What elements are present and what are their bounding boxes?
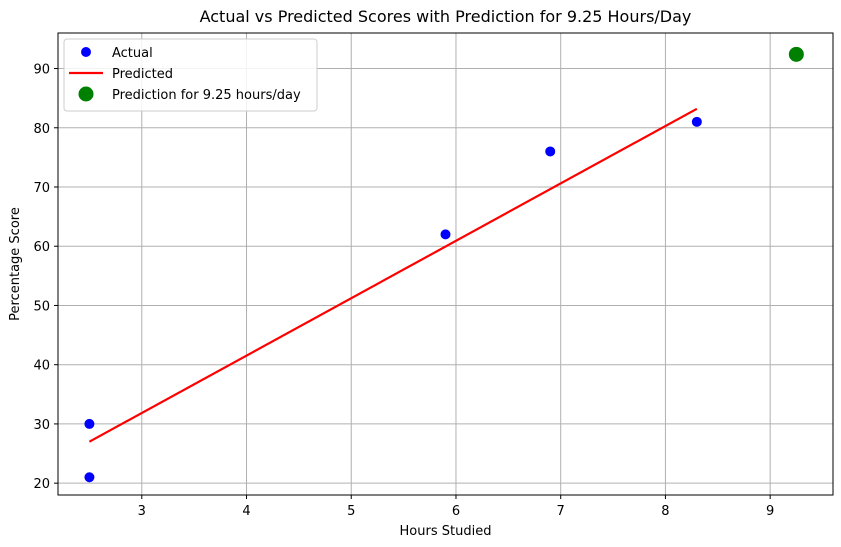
x-tick-label: 5	[347, 504, 355, 519]
x-tick-label: 7	[557, 504, 565, 519]
actual-point	[440, 229, 451, 240]
series-layer	[84, 46, 804, 483]
legend-actual-marker	[81, 47, 91, 57]
x-tick-label: 8	[661, 504, 669, 519]
y-tick-label: 40	[33, 359, 50, 374]
y-tick-label: 50	[33, 299, 50, 314]
x-tick-label: 6	[452, 504, 460, 519]
y-axis-label: Percentage Score	[8, 207, 23, 321]
legend-prediction-marker	[78, 86, 94, 102]
legend-box	[63, 38, 318, 112]
y-tick-label: 70	[33, 181, 50, 196]
prediction-point	[788, 46, 804, 62]
legend-label: Actual	[112, 46, 153, 61]
x-tick-label: 3	[138, 504, 146, 519]
y-tick-label: 90	[33, 63, 50, 78]
legend-label: Prediction for 9.25 hours/day	[112, 88, 301, 103]
actual-point	[545, 146, 556, 157]
y-tick-label: 20	[33, 477, 50, 492]
y-tick-label: 60	[33, 240, 50, 255]
actual-point	[84, 472, 95, 483]
legend-label: Predicted	[112, 67, 173, 82]
grid-lines	[58, 33, 833, 495]
legend: Actual Predicted Prediction for 9.25 hours…	[63, 38, 318, 112]
y-axis-ticks: 20 30 40 50 60 70 80 90	[33, 63, 58, 492]
x-axis-label: Hours Studied	[400, 524, 492, 539]
chart-title: Actual vs Predicted Scores with Predicti…	[200, 7, 692, 26]
y-tick-label: 80	[33, 122, 50, 137]
y-tick-label: 30	[33, 418, 50, 433]
x-tick-label: 4	[242, 504, 250, 519]
x-tick-label: 9	[766, 504, 774, 519]
plot-frame	[57, 32, 834, 496]
actual-point	[691, 116, 702, 127]
actual-point	[84, 418, 95, 429]
predicted-line	[88, 107, 698, 443]
x-axis-ticks: 3 4 5 6 7 8 9	[138, 495, 774, 519]
